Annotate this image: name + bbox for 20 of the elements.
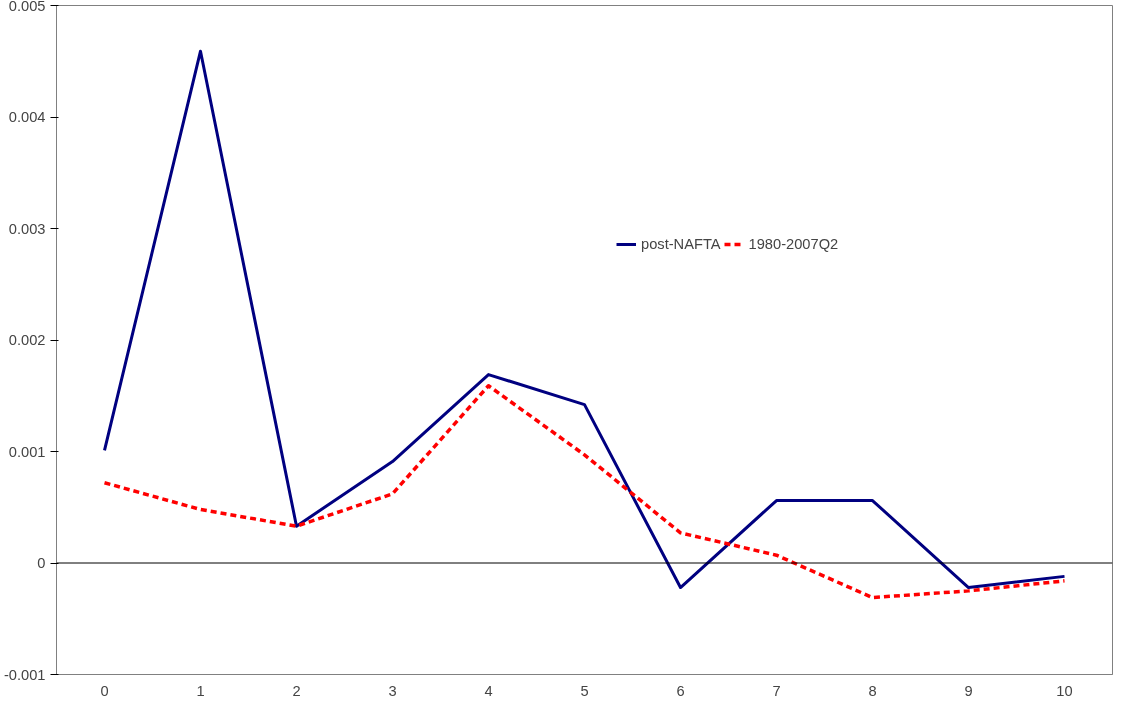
- x-tick-label: 6: [676, 682, 685, 699]
- y-tick-label: 0: [37, 555, 46, 571]
- x-tick-label: 8: [868, 682, 877, 699]
- y-tick-label: -0.001: [3, 666, 46, 683]
- y-tick-label: 0.001: [8, 443, 46, 460]
- x-tick-label: 9: [964, 682, 973, 699]
- legend-label: post-NAFTA: [641, 236, 721, 252]
- x-tick-label: 2: [292, 682, 301, 699]
- x-tick-label: 3: [388, 682, 397, 699]
- y-tick-label: 0.004: [8, 109, 46, 125]
- y-tick-label: 0.005: [8, 0, 46, 14]
- x-tick-label: 4: [484, 682, 493, 699]
- x-tick-label: 10: [1056, 682, 1073, 699]
- legend-label: 1980-2007Q2: [748, 236, 839, 252]
- x-tick-label: 1: [196, 682, 205, 699]
- y-tick-label: 0.002: [8, 332, 46, 348]
- x-tick-label: 5: [580, 682, 589, 699]
- x-tick-label: 7: [772, 682, 781, 699]
- y-tick-label: 0.003: [8, 220, 46, 237]
- x-tick-label: 0: [100, 682, 109, 699]
